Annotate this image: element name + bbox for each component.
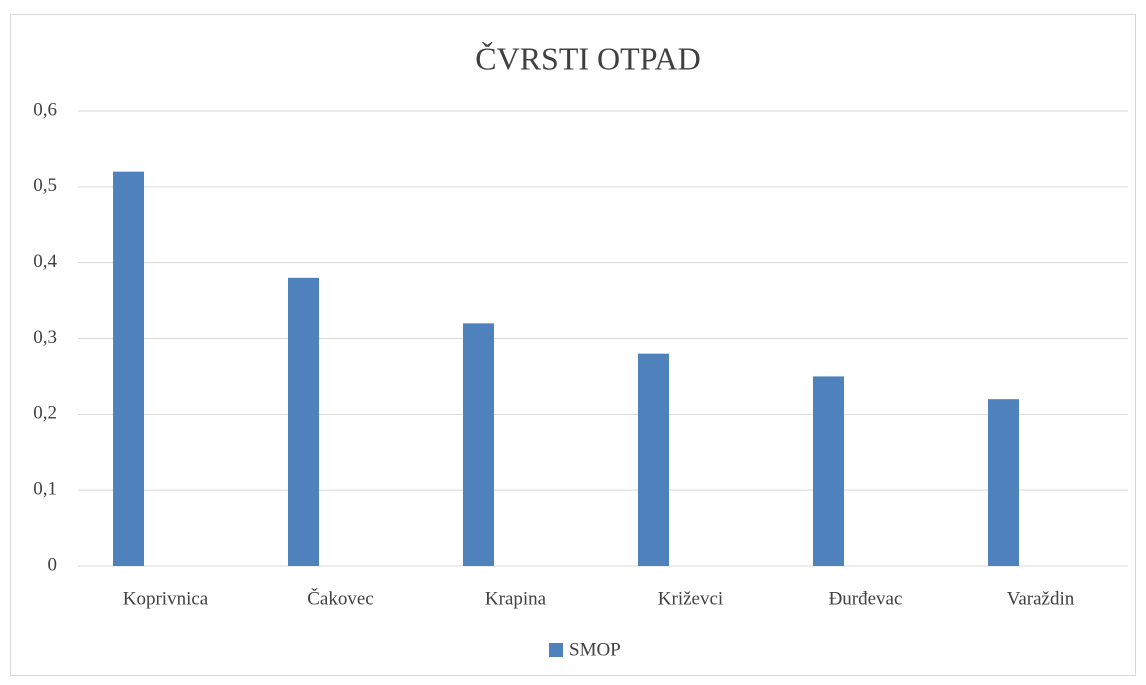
bar — [463, 323, 494, 566]
x-tick-label: Đurđevac — [829, 588, 903, 609]
y-tick-label: 0,4 — [33, 251, 57, 272]
bar — [638, 353, 669, 566]
y-tick-label: 0,3 — [33, 327, 57, 348]
x-tick-label: Križevci — [658, 588, 723, 609]
bar — [288, 277, 319, 566]
bar — [988, 399, 1019, 566]
x-tick-label: Varaždin — [1007, 588, 1075, 609]
y-tick-label: 0 — [48, 554, 58, 575]
x-tick-label: Krapina — [485, 588, 547, 609]
chart-title: ČVRSTI OTPAD — [475, 40, 701, 76]
x-tick-label: Čakovec — [307, 587, 373, 609]
y-tick-label: 0,5 — [33, 175, 57, 196]
y-tick-label: 0,1 — [33, 479, 57, 500]
bar — [813, 376, 844, 566]
x-tick-label: Koprivnica — [123, 588, 209, 609]
y-tick-label: 0,6 — [33, 99, 57, 120]
legend-swatch — [549, 643, 563, 657]
y-tick-label: 0,2 — [33, 403, 57, 424]
bar — [113, 171, 144, 566]
legend-label: SMOP — [569, 639, 621, 660]
chart-border — [10, 14, 1136, 676]
